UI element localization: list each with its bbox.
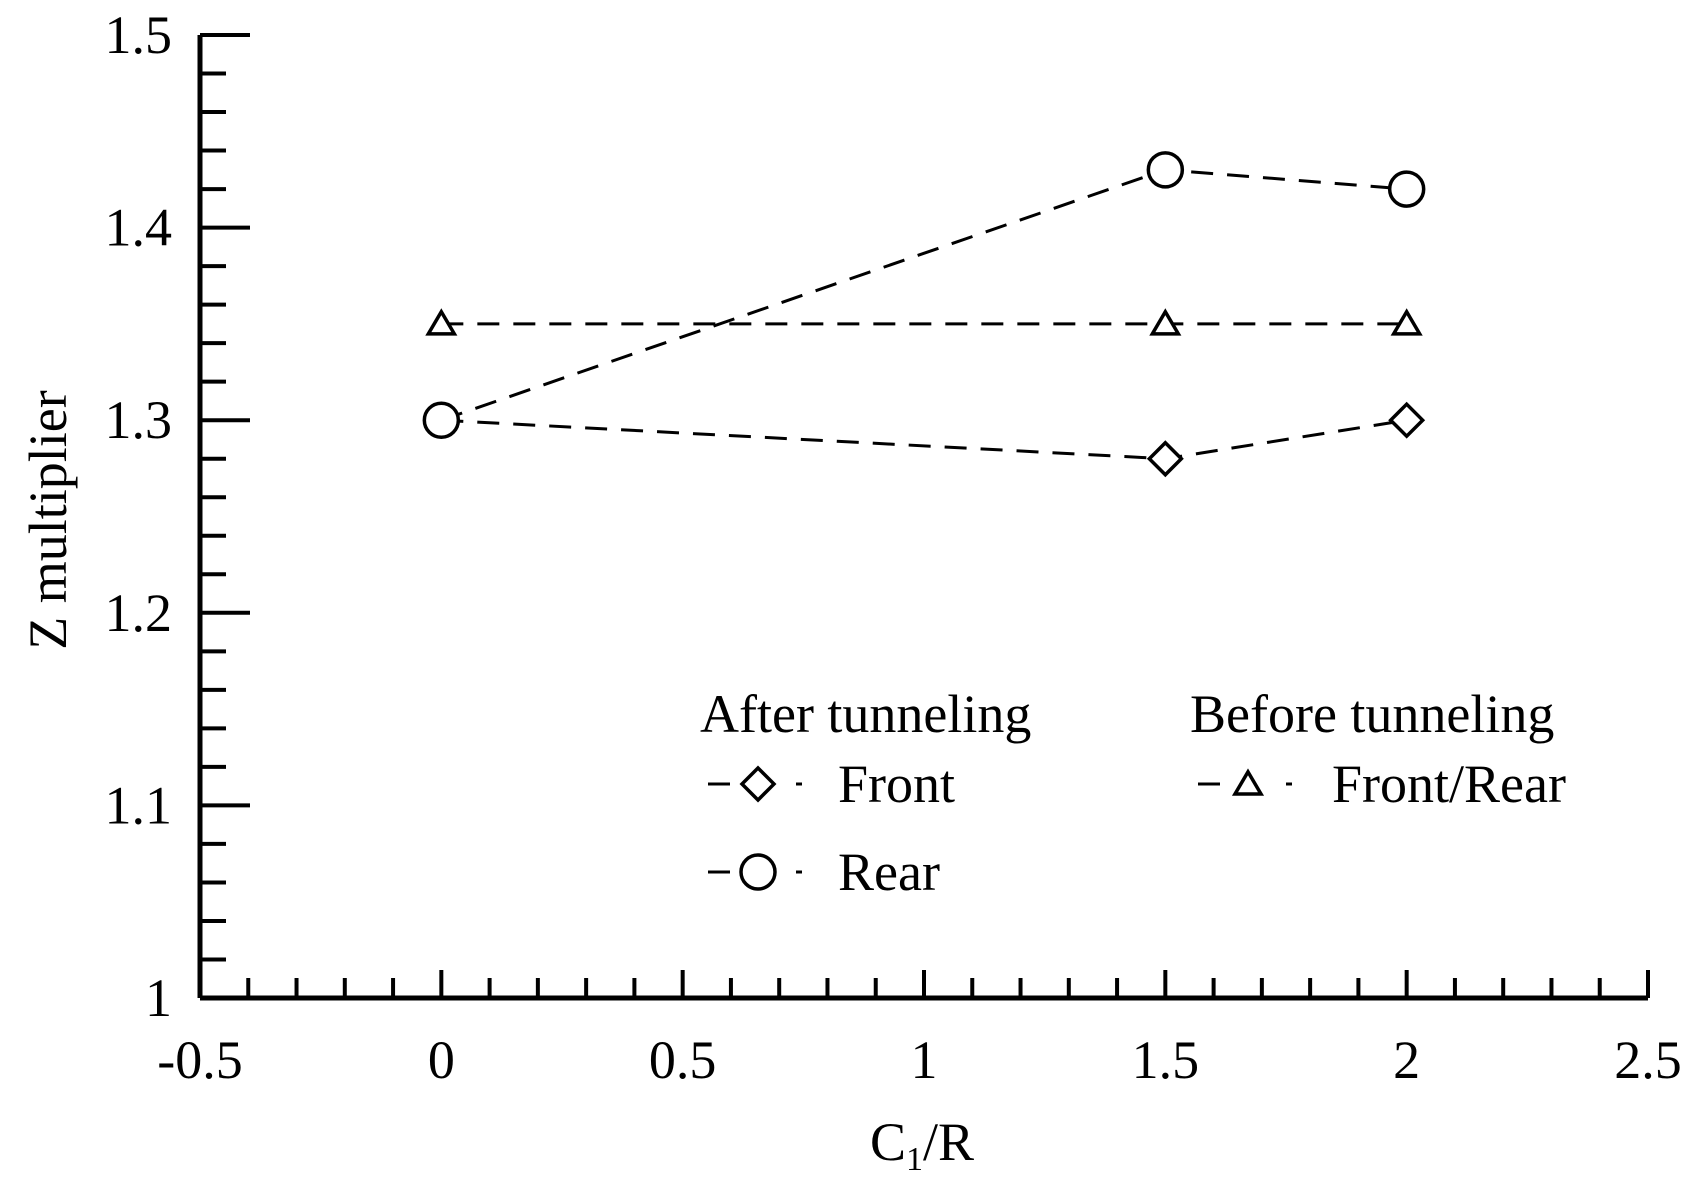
x-tick-label: 2.5 xyxy=(1614,1030,1682,1090)
x-tick-label: 2 xyxy=(1393,1030,1420,1090)
series-line-rear xyxy=(440,168,1407,422)
series-front xyxy=(422,401,1426,478)
y-tick-label: 1.2 xyxy=(105,583,173,643)
data-point-front xyxy=(1388,401,1426,439)
data-point-front xyxy=(1146,440,1184,478)
data-point-rear xyxy=(422,401,461,439)
legend-marker-front_rear xyxy=(1231,768,1265,796)
data-point-rear xyxy=(1387,170,1426,208)
x-tick-label: -0.5 xyxy=(157,1030,242,1090)
x-tick-label: 0.5 xyxy=(649,1030,717,1090)
y-tick-label: 1.1 xyxy=(105,775,173,835)
y-tick-label: 1 xyxy=(145,968,172,1028)
y-tick-label: 1.4 xyxy=(105,198,173,258)
data-point-rear xyxy=(1146,151,1185,189)
plot-series xyxy=(422,151,1426,478)
legend-group-title: After tunneling xyxy=(700,684,1031,744)
series-line-front xyxy=(441,418,1407,461)
legend-marker-front xyxy=(739,765,777,803)
legend-marker-rear xyxy=(739,853,777,891)
axes: -0.5 0 0.5 1 1.5 2 2.5 1 1.1 1.2 1.3 1.4 1.5 C1/R Z mu… xyxy=(18,5,1682,1178)
legend-entry-label: Rear xyxy=(838,842,940,902)
legend-entry-label: Front/Rear xyxy=(1332,754,1566,814)
x-axis-title: C1/R xyxy=(870,1112,974,1178)
data-point-front_rear xyxy=(425,308,458,336)
x-tick-label: 0 xyxy=(428,1030,455,1090)
series-front_rear xyxy=(425,308,1423,336)
data-point-front_rear xyxy=(1149,308,1182,336)
y-tick-label: 1.5 xyxy=(105,5,173,65)
data-point-front_rear xyxy=(1390,308,1423,336)
x-tick-label: 1.5 xyxy=(1132,1030,1200,1090)
y-axis-title: Z multiplier xyxy=(18,390,78,649)
legend: After tunneling Front Rear Before tunneling… xyxy=(700,684,1566,902)
y-tick-label: 1.3 xyxy=(105,390,173,450)
x-tick-label: 1 xyxy=(911,1030,938,1090)
legend-group-title: Before tunneling xyxy=(1190,684,1554,744)
legend-entry-label: Front xyxy=(838,754,955,814)
series-rear xyxy=(422,151,1426,439)
